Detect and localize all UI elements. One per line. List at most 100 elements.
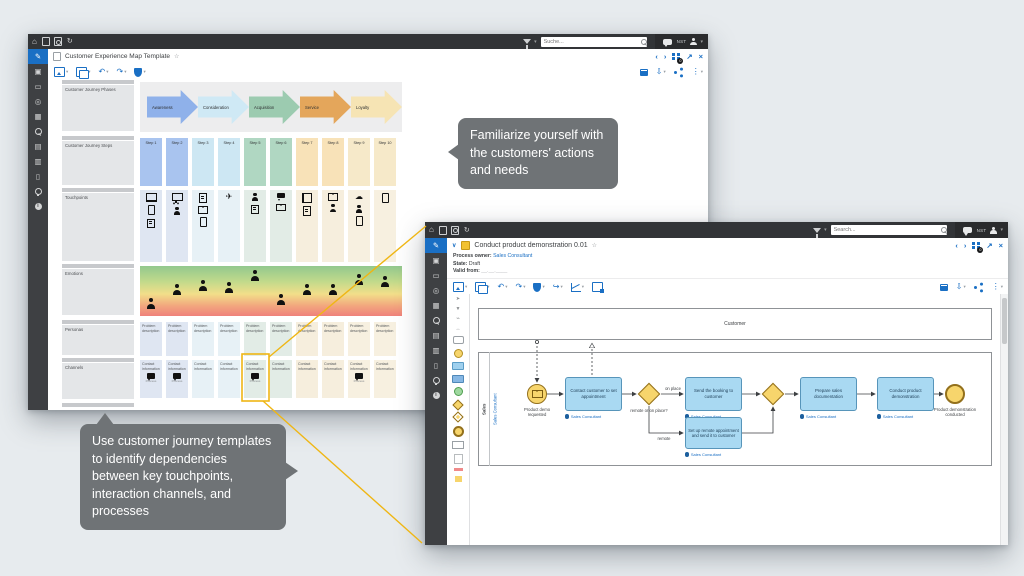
emotion-person-icon[interactable] [146, 298, 156, 309]
channel-cell[interactable]: Contact information [270, 360, 292, 398]
new-document-icon[interactable] [41, 37, 50, 46]
nav-back-icon[interactable]: ‹ [955, 240, 958, 250]
fullscreen-icon[interactable]: ↗ [686, 51, 693, 61]
download-icon[interactable]: ⇩ [655, 67, 663, 76]
share-icon[interactable] [673, 68, 684, 77]
palette-intermediate-event[interactable] [453, 387, 463, 396]
task2-role-badge[interactable]: Sales Consultant [685, 414, 721, 419]
touchpoint-cell[interactable] [322, 190, 344, 262]
sidebar-item-overview[interactable]: ▣ [28, 64, 48, 79]
channel-cell[interactable]: Contact information [374, 360, 396, 398]
scrollbar-thumb[interactable] [1002, 298, 1007, 344]
emotion-person-icon[interactable] [354, 274, 364, 285]
search-icon[interactable] [640, 38, 647, 45]
share-icon[interactable] [973, 283, 984, 292]
palette-gateway-event[interactable] [452, 411, 464, 423]
fullscreen-icon[interactable]: ↗ [986, 240, 993, 250]
sidebar-item-cards[interactable]: ▤ [425, 328, 447, 343]
phase-arrow[interactable]: Service [300, 90, 351, 124]
edit-frame-icon[interactable] [591, 282, 604, 293]
task3-role-badge[interactable]: Sales Consultant [685, 452, 721, 457]
persona-cell[interactable]: Problem description [348, 322, 370, 356]
step-cell[interactable]: Step 4 [218, 138, 240, 186]
dictionary-icon[interactable] [639, 68, 648, 76]
sidebar-item-settings[interactable]: ◎ [28, 94, 48, 109]
comments-icon[interactable] [662, 38, 672, 47]
touchpoint-cell[interactable] [270, 190, 292, 262]
close-icon[interactable]: × [698, 51, 703, 61]
comments-icon[interactable] [962, 227, 972, 236]
persona-cell[interactable]: Problem description [296, 322, 318, 356]
filter-icon[interactable] [813, 227, 822, 239]
phase-arrow[interactable]: Acquisition [249, 90, 300, 124]
palette-milestone[interactable] [453, 468, 463, 471]
canvas-scrollbar[interactable] [1000, 294, 1008, 545]
persona-cell[interactable]: Problem description [192, 322, 214, 356]
step-cell[interactable]: Step 7 [296, 138, 318, 186]
user-menu-caret-icon[interactable]: ▾ [700, 38, 703, 45]
undo-icon[interactable]: ↶ [497, 282, 505, 291]
favorite-star-icon[interactable]: ☆ [174, 54, 180, 60]
phase-arrow[interactable]: Loyalty [351, 90, 402, 124]
image-export-icon[interactable] [453, 282, 464, 292]
touchpoint-cell[interactable]: ✈ [218, 190, 240, 262]
bpmn-canvas[interactable]: Customer Sales Sales Consultant [470, 294, 1008, 545]
sidebar-item-editor[interactable]: ✎ [28, 49, 48, 64]
emotion-person-icon[interactable] [224, 282, 234, 293]
palette-task-blue[interactable] [452, 362, 464, 370]
touchpoint-cell[interactable] [244, 190, 266, 262]
search-input[interactable] [830, 225, 947, 235]
channel-cell-highlighted[interactable]: Contact information Process [244, 360, 266, 398]
emotions-panel[interactable] [140, 266, 402, 316]
sidebar-item-folder[interactable]: ▭ [28, 79, 48, 94]
start-event[interactable] [527, 384, 547, 404]
nav-forward-icon[interactable]: › [663, 51, 667, 61]
persona-cell[interactable]: Problem description [166, 322, 188, 356]
step-cell[interactable]: Step 9 [348, 138, 370, 186]
history-icon[interactable]: ↻ [66, 38, 73, 45]
nav-back-icon[interactable]: ‹ [655, 51, 658, 61]
more-menu-icon[interactable]: ⋮ [991, 282, 1000, 291]
task-send-booking[interactable]: Send the booking to customer [685, 377, 742, 411]
touchpoint-cell[interactable] [140, 190, 162, 262]
task-setup-remote-appointment[interactable]: Set up remote appointment and send it to… [685, 417, 742, 449]
emotion-person-icon[interactable] [380, 276, 390, 287]
emotion-person-icon[interactable] [250, 270, 260, 281]
channel-cell[interactable]: Contact information Process [348, 360, 370, 398]
sidebar-item-ideas[interactable] [425, 373, 447, 388]
sidebar-item-collections[interactable]: ▥ [28, 154, 48, 169]
sidebar-item-documents[interactable]: ▯ [28, 169, 48, 184]
touchpoint-cell[interactable] [166, 190, 188, 262]
copy-icon[interactable] [76, 67, 90, 79]
apps-grid-icon[interactable]: 0 [672, 52, 684, 64]
touchpoint-cell[interactable]: ☁ [348, 190, 370, 262]
select-tool-icon[interactable]: ➤ [455, 296, 461, 302]
nav-forward-icon[interactable]: › [963, 240, 967, 250]
row-collapse-bar[interactable] [62, 188, 134, 192]
published-document-icon[interactable] [450, 225, 459, 235]
sidebar-item-info[interactable]: i [425, 388, 447, 403]
spacing-tool-icon[interactable]: ↔ [455, 325, 461, 332]
task1-role-badge[interactable]: Sales Consultant [565, 414, 601, 419]
sidebar-item-overview[interactable]: ▣ [425, 253, 447, 268]
download-icon[interactable]: ⇩ [955, 282, 963, 291]
home-icon[interactable]: ⌂ [429, 225, 434, 234]
validation-shield-icon[interactable] [134, 67, 143, 77]
new-document-icon[interactable] [438, 225, 447, 235]
task5-role-badge[interactable]: Sales Consultant [877, 414, 913, 419]
emotion-person-icon[interactable] [302, 284, 312, 295]
step-cell[interactable]: Step 5 [244, 138, 266, 186]
dictionary-icon[interactable] [939, 283, 948, 291]
phase-arrow[interactable]: Awareness [147, 90, 198, 124]
persona-cell[interactable]: Problem description [140, 322, 162, 356]
task4-role-badge[interactable]: Sales Consultant [800, 414, 836, 419]
image-export-icon[interactable] [54, 67, 65, 77]
step-cell[interactable]: Step 10 [374, 138, 396, 186]
palette-group[interactable] [454, 475, 462, 482]
sidebar-item-info[interactable]: i [28, 199, 48, 214]
sidebar-item-search[interactable] [425, 313, 447, 328]
history-icon[interactable]: ↻ [463, 226, 470, 234]
sidebar-item-documents[interactable]: ▯ [425, 358, 447, 373]
emotion-person-icon[interactable] [198, 280, 208, 291]
undo-icon[interactable]: ↶ [98, 67, 106, 76]
